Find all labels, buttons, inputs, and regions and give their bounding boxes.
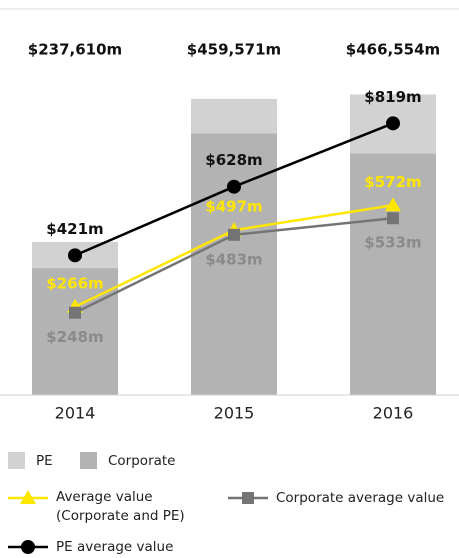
legend-label: Corporate [108,453,176,469]
value-label: $483m [205,250,262,268]
legend-label: PE average value [56,539,173,555]
legend-marker [242,492,254,504]
point [228,228,240,241]
point [386,116,400,131]
point [227,179,241,194]
bar-segment [191,98,277,134]
legend-label: Corporate average value [276,490,444,506]
point [68,248,82,263]
x-tick-label: 2016 [373,404,414,423]
legend-swatch [8,452,25,469]
legend-label: Average value (Corporate and PE) [56,489,185,524]
value-label: $266m [46,274,103,292]
total-label: $466,554m [346,41,440,59]
total-label: $237,610m [28,41,122,59]
legend-label: PE [36,453,53,469]
point [385,197,401,212]
x-tick-label: 2014 [55,404,96,423]
point [69,306,81,319]
total-label: $459,571m [187,41,281,59]
legend-marker [21,540,35,554]
bar-segment [191,133,277,395]
point [387,212,399,225]
value-label: $497m [205,198,262,216]
legend-label-box: Average value (Corporate and PE) [56,489,185,524]
value-label: $819m [364,88,421,106]
value-label: $421m [46,220,103,238]
value-label: $628m [205,151,262,169]
x-tick-label: 2015 [214,404,255,423]
bar-segment [350,153,436,395]
value-label: $533m [364,234,421,252]
legend-marker [20,490,36,504]
value-label: $572m [364,173,421,191]
bar-segment [32,268,118,395]
legend-swatch [80,452,97,469]
value-label: $248m [46,328,103,346]
